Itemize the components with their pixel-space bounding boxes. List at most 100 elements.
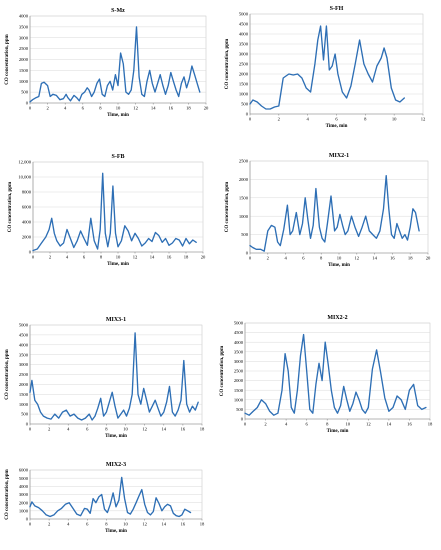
x-tick-label: 6 bbox=[86, 522, 89, 527]
x-tick-label: 0 bbox=[249, 117, 252, 122]
y-tick-label: 1500 bbox=[19, 392, 29, 397]
chart-title: MIX2-1 bbox=[329, 153, 349, 159]
x-tick-label: 18 bbox=[408, 256, 413, 261]
chart-4: 0 500 1000 1500 2000 2500 3000 3500 4000 4500 5000… bbox=[5, 317, 205, 439]
y-tick-label: 5000 bbox=[239, 12, 249, 17]
x-tick-label: 18 bbox=[428, 422, 433, 427]
y-tick-label: 0 bbox=[246, 251, 249, 256]
x-axis-label: Time, min bbox=[105, 529, 127, 534]
x-tick-label: 16 bbox=[169, 106, 174, 111]
x-tick-label: 6 bbox=[302, 256, 305, 261]
x-tick-label: 4 bbox=[284, 256, 287, 261]
x-tick-label: 14 bbox=[372, 256, 377, 261]
y-tick-label: 3500 bbox=[19, 352, 29, 357]
x-tick-label: 20 bbox=[201, 255, 206, 260]
x-tick-label: 14 bbox=[387, 422, 392, 427]
x-tick-label: 2 bbox=[267, 256, 270, 261]
x-tick-label: 8 bbox=[105, 522, 108, 527]
y-tick-label: 1000 bbox=[239, 214, 249, 219]
x-tick-label: 20 bbox=[204, 106, 209, 111]
y-tick-label: 4500 bbox=[234, 330, 244, 335]
series-line bbox=[249, 175, 420, 252]
y-tick-label: 1500 bbox=[234, 388, 244, 393]
series-line bbox=[32, 172, 197, 252]
y-tick-label: 2000 bbox=[234, 378, 244, 383]
chart-title: MIX2-2 bbox=[327, 315, 347, 321]
y-tick-label: 2500 bbox=[234, 369, 244, 374]
x-tick-label: 18 bbox=[186, 106, 191, 111]
y-tick-label: 5000 bbox=[19, 323, 29, 328]
x-tick-label: 10 bbox=[392, 117, 397, 122]
y-tick-label: 2500 bbox=[19, 372, 29, 377]
x-tick-label: 18 bbox=[184, 255, 189, 260]
x-tick-label: 16 bbox=[167, 255, 172, 260]
chart-1: 0 500 1000 1500 2000 2500 3000 3500 4000 4500 5000… bbox=[225, 6, 426, 129]
y-tick-label: 6000 bbox=[19, 468, 29, 473]
y-tick-label: 1000 bbox=[19, 79, 29, 84]
x-tick-label: 2 bbox=[278, 117, 281, 122]
y-tick-label: 500 bbox=[236, 407, 244, 412]
x-tick-label: 10 bbox=[123, 522, 128, 527]
y-tick-label: 1000 bbox=[234, 397, 244, 402]
y-tick-label: 4000 bbox=[239, 32, 249, 37]
y-tick-label: 2500 bbox=[239, 62, 249, 67]
chart-3: 0 500 1000 1500 2000 2500 0 2 4 6 8 10 12 14 16 18 20 MIX… bbox=[225, 153, 431, 268]
x-tick-label: 4 bbox=[64, 106, 67, 111]
x-tick-label: 6 bbox=[83, 255, 86, 260]
y-tick-label: 4500 bbox=[239, 22, 249, 27]
y-tick-label: 3500 bbox=[234, 349, 244, 354]
x-tick-label: 12 bbox=[142, 427, 147, 432]
x-tick-label: 6 bbox=[86, 427, 89, 432]
x-tick-label: 4 bbox=[67, 522, 70, 527]
y-tick-label: 10,000 bbox=[18, 175, 31, 181]
x-tick-label: 6 bbox=[306, 422, 309, 427]
x-tick-label: 16 bbox=[181, 522, 186, 527]
y-tick-label: 2500 bbox=[239, 159, 249, 164]
chart-title: S-FB bbox=[111, 154, 124, 160]
x-tick-label: 8 bbox=[99, 106, 102, 111]
y-tick-label: 0 bbox=[26, 422, 29, 427]
x-tick-label: 4 bbox=[66, 255, 69, 260]
series-line bbox=[29, 476, 192, 518]
x-tick-label: 0 bbox=[32, 255, 35, 260]
y-tick-label: 2000 bbox=[19, 382, 29, 387]
x-tick-label: 8 bbox=[364, 117, 367, 122]
x-tick-label: 0 bbox=[244, 422, 247, 427]
y-tick-label: 5000 bbox=[234, 321, 244, 326]
y-tick-label: 0 bbox=[29, 250, 32, 255]
x-tick-label: 10 bbox=[116, 255, 121, 260]
x-tick-label: 2 bbox=[49, 255, 52, 260]
chart-0: 0 500 1000 1500 2000 2500 3000 3500 4000 0 2 4 6 8 10 1… bbox=[5, 8, 209, 118]
x-tick-label: 12 bbox=[366, 422, 371, 427]
y-tick-label: 12,000 bbox=[18, 160, 31, 166]
series-line bbox=[29, 26, 201, 103]
x-tick-label: 10 bbox=[337, 256, 342, 261]
x-axis-label: Time, min bbox=[327, 429, 349, 434]
y-tick-label: 5000 bbox=[19, 476, 29, 481]
x-tick-label: 2 bbox=[46, 106, 49, 111]
y-tick-label: 1500 bbox=[239, 195, 249, 200]
y-axis-label: CO concentration, ppm bbox=[5, 468, 10, 519]
y-axis-label: CO concentration, ppm bbox=[5, 33, 10, 84]
x-tick-label: 14 bbox=[150, 255, 155, 260]
y-tick-label: 500 bbox=[21, 90, 29, 95]
x-tick-label: 10 bbox=[345, 422, 350, 427]
x-tick-label: 14 bbox=[151, 106, 156, 111]
x-tick-label: 10 bbox=[116, 106, 121, 111]
y-tick-label: 1500 bbox=[239, 82, 249, 87]
plot-area bbox=[249, 160, 429, 254]
x-axis-label: Time, min bbox=[107, 262, 129, 267]
x-tick-label: 6 bbox=[82, 106, 85, 111]
x-tick-label: 0 bbox=[29, 106, 32, 111]
y-tick-label: 4500 bbox=[19, 333, 29, 338]
x-tick-label: 18 bbox=[200, 522, 205, 527]
y-tick-label: 0 bbox=[241, 417, 244, 422]
x-tick-label: 0 bbox=[29, 427, 32, 432]
x-tick-label: 4 bbox=[307, 117, 310, 122]
chart-6: 0 1000 2000 3000 4000 5000 6000 0 2 4 6 8 10 12 14 16 18… bbox=[5, 462, 205, 534]
y-tick-label: 3000 bbox=[234, 359, 244, 364]
y-tick-label: 8000 bbox=[22, 190, 32, 195]
x-tick-label: 4 bbox=[285, 422, 288, 427]
x-tick-label: 12 bbox=[133, 106, 138, 111]
